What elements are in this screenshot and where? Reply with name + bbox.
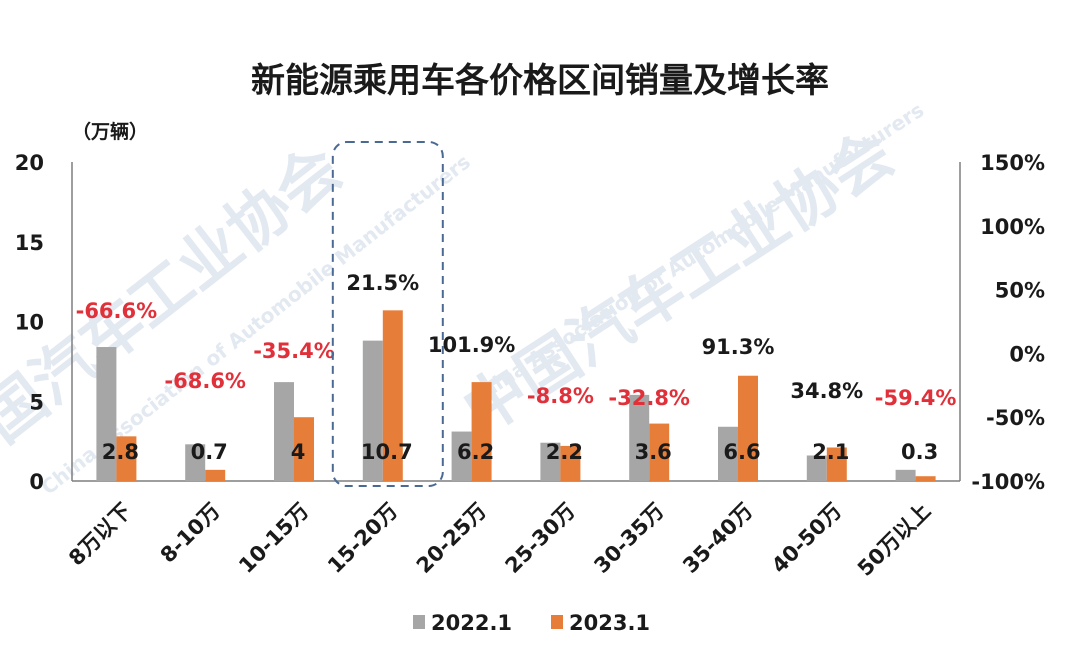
data-label: 2.8: [102, 440, 139, 464]
legend-label: 2023.1: [569, 611, 650, 635]
y2-tick-label: 0%: [1009, 342, 1045, 366]
growth-rate-label: -35.4%: [253, 339, 335, 363]
data-label: 3.6: [635, 440, 672, 464]
y-tick-label: 0: [29, 470, 44, 494]
y-tick-label: 10: [15, 311, 44, 335]
bar-2023-1: [205, 469, 226, 481]
y2-tick-label: 50%: [995, 279, 1045, 303]
legend-swatch: [413, 615, 425, 629]
x-tick-label: 30-35万: [589, 499, 668, 578]
data-labels: 2.8 -66.6% 0.7 -68.6% 4 -35.4% 10.7 21.5% 6.2 101…: [76, 271, 957, 464]
y2-tick-label: 100%: [980, 215, 1045, 239]
x-tick-label: 35-40万: [678, 499, 757, 578]
y-axis-unit-label: （万辆）: [72, 120, 148, 143]
bar-2023-1: [471, 382, 492, 481]
bar-2022-1: [185, 444, 206, 481]
data-label: 2.2: [546, 440, 583, 464]
bar-2022-1: [274, 382, 294, 481]
x-tick-label: 15-20万: [323, 499, 402, 578]
bar-2022-1: [96, 347, 117, 481]
y-tick-label: 5: [29, 390, 44, 414]
x-tick-label: 10-15万: [234, 499, 313, 578]
bar-2022-1: [629, 394, 650, 481]
bar-2023-1: [826, 447, 847, 481]
growth-rate-label: -8.8%: [527, 384, 594, 408]
bar-2022-1: [806, 455, 827, 481]
legend-label: 2022.1: [431, 611, 512, 635]
bars: [96, 310, 936, 481]
growth-rate-label: -68.6%: [164, 369, 246, 393]
x-tick-label: 50万以上: [853, 499, 935, 581]
data-label: 6.2: [457, 440, 494, 464]
y2-tick-label: -50%: [986, 406, 1045, 430]
y-tick-label: 15: [15, 231, 44, 255]
y2-tick-label: 150%: [980, 151, 1045, 175]
data-label: 10.7: [361, 440, 413, 464]
data-label: 2.1: [812, 440, 849, 464]
bar-2022-1: [540, 442, 561, 481]
legend: 2022.1 2023.1: [413, 611, 650, 635]
data-label: 0.7: [191, 440, 228, 464]
y2-tick-label: -100%: [971, 470, 1045, 494]
highlight-box-outline: [331, 141, 444, 487]
data-label: 4: [291, 440, 306, 464]
x-tick-label: 8-10万: [156, 499, 225, 568]
bar-2022-1: [895, 469, 916, 481]
data-label: 0.3: [901, 440, 938, 464]
bar-2022-1: [718, 426, 738, 481]
legend-swatch: [551, 615, 563, 629]
bar-2023-1: [649, 423, 670, 481]
x-tick-label: 8万以下: [64, 499, 136, 571]
data-label: 6.6: [723, 440, 760, 464]
growth-rate-label: -66.6%: [76, 299, 158, 323]
growth-rate-label: 101.9%: [428, 333, 515, 357]
growth-rate-label: 21.5%: [346, 271, 419, 295]
x-tick-label: 40-50万: [767, 499, 846, 578]
bar-2023-1: [738, 375, 758, 481]
watermark-text: China Association of Automobile Manufact…: [464, 98, 928, 411]
bar-2023-1: [116, 436, 137, 481]
bar-2023-1: [294, 417, 314, 481]
growth-rate-label: -32.8%: [608, 386, 690, 410]
growth-rate-label: 34.8%: [790, 379, 863, 403]
bar-2023-1: [560, 445, 581, 481]
y-tick-label: 20: [15, 151, 44, 175]
bar-2022-1: [362, 340, 383, 481]
bar-2023-1: [915, 476, 936, 481]
bar-2023-1: [382, 310, 403, 481]
growth-rate-label: 91.3%: [702, 335, 775, 359]
highlight-box: [331, 141, 444, 487]
chart-title: 新能源乘用车各价格区间销量及增长率: [251, 61, 829, 101]
x-tick-label: 25-30万: [501, 499, 580, 578]
bar-2022-1: [451, 431, 472, 481]
x-tick-label: 20-25万: [412, 499, 491, 578]
growth-rate-label: -59.4%: [875, 386, 957, 410]
